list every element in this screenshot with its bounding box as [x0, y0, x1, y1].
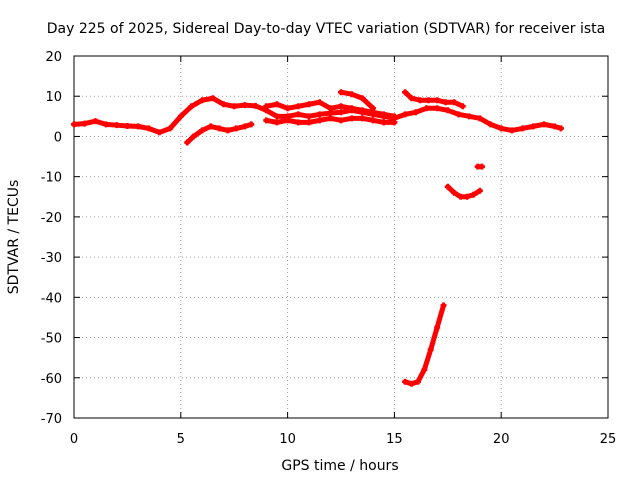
data-band	[359, 95, 376, 111]
series-track-ramp-13	[338, 89, 377, 112]
series-track-5-8	[184, 121, 255, 146]
series-track-18-19	[444, 183, 483, 200]
y-tick-label: 20	[45, 50, 62, 65]
data-points	[71, 89, 565, 387]
x-tick-label: 15	[386, 432, 403, 447]
x-tick-label: 20	[493, 432, 510, 447]
data-band	[242, 121, 254, 129]
data-band	[421, 347, 434, 373]
series-track-19	[474, 163, 485, 170]
data-band	[470, 188, 483, 198]
y-tick-label: 0	[54, 130, 62, 145]
series-track-15-18	[402, 89, 466, 110]
axis-ticks: 0 5 10 15 20 25 20 10 0 -10 -20 -30 -40 -50 -60 -70	[41, 50, 617, 447]
plot-frame	[73, 55, 609, 419]
y-tick-label: 10	[45, 90, 62, 105]
y-tick-label: -10	[41, 171, 62, 186]
series-track-dip	[402, 302, 447, 387]
data-band	[167, 113, 184, 131]
data-band	[381, 111, 397, 119]
x-tick-label: 5	[177, 432, 185, 447]
series-track-lower-overlap	[263, 115, 398, 126]
y-axis-label: SDTVAR / TECUs	[6, 180, 22, 295]
y-tick-label: -60	[41, 372, 62, 387]
y-tick-label: -40	[41, 291, 62, 306]
data-band	[428, 325, 440, 353]
x-axis-label: GPS time / hours	[281, 458, 398, 474]
x-tick-label: 0	[70, 432, 78, 447]
data-band	[552, 123, 564, 131]
series-track-main	[71, 95, 565, 136]
chart-title: Day 225 of 2025, Sidereal Day-to-day VTE…	[47, 21, 605, 37]
y-tick-label: -30	[41, 251, 62, 266]
grid-lines	[74, 56, 608, 418]
data-band	[451, 99, 466, 109]
y-tick-label: -50	[41, 332, 62, 347]
x-tick-label: 10	[279, 432, 296, 447]
y-tick-label: -70	[41, 412, 62, 427]
x-tick-label: 25	[600, 432, 617, 447]
series-track-upper-overlap	[263, 99, 398, 120]
data-band	[434, 302, 447, 330]
y-tick-label: -20	[41, 211, 62, 226]
